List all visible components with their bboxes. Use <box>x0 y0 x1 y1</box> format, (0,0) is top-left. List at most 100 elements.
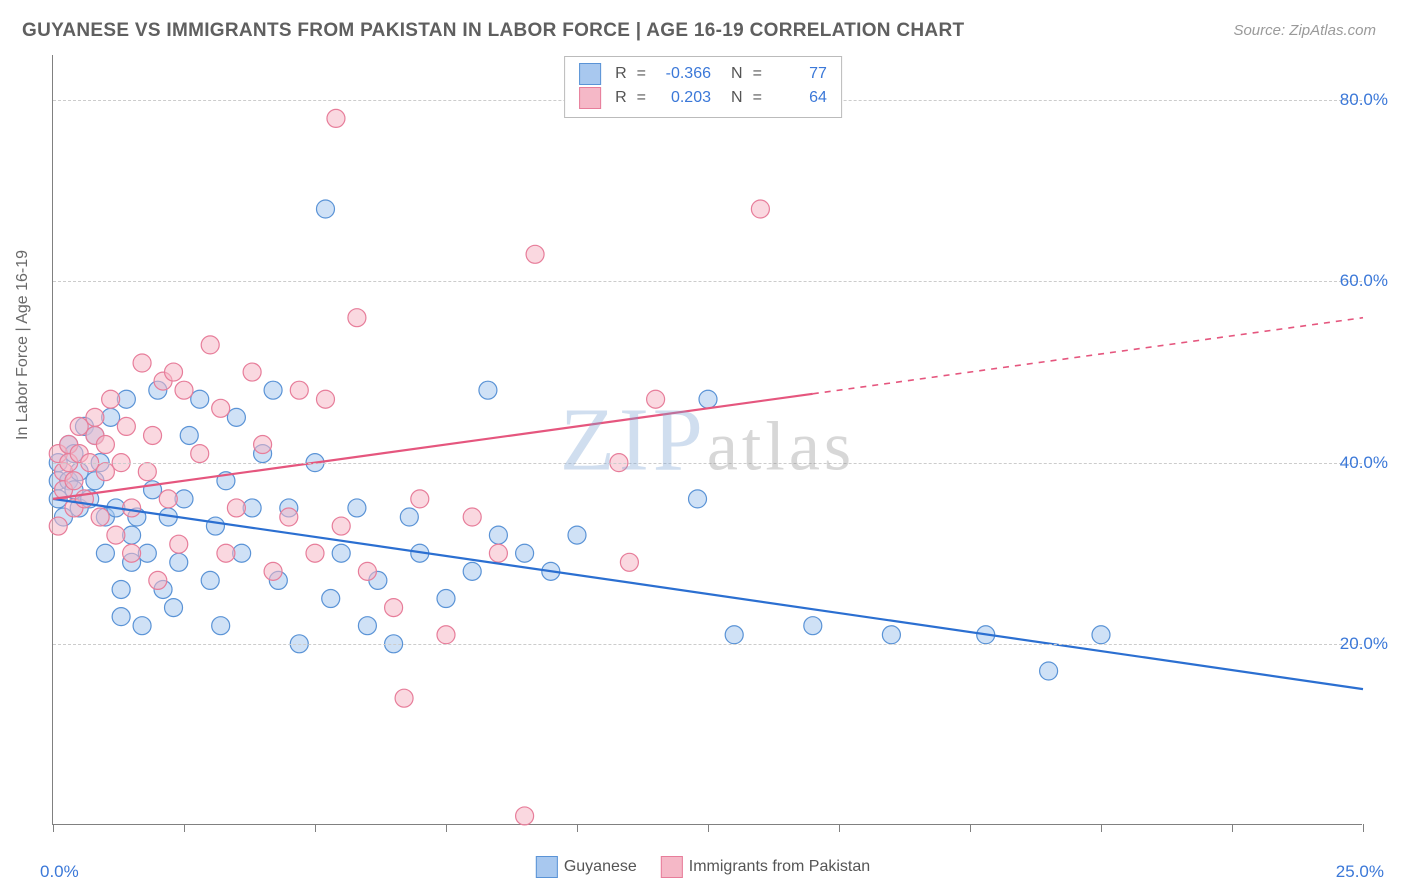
data-point <box>86 408 104 426</box>
data-point <box>332 517 350 535</box>
series-legend: GuyaneseImmigrants from Pakistan <box>536 856 870 878</box>
legend-swatch <box>661 856 683 878</box>
regression-line <box>53 499 1363 689</box>
data-point <box>516 544 534 562</box>
data-point <box>411 490 429 508</box>
legend-row: R = -0.366 N = 77 <box>579 63 827 85</box>
equals: = <box>637 89 646 107</box>
data-point <box>175 381 193 399</box>
legend-swatch <box>579 87 601 109</box>
data-point <box>348 309 366 327</box>
y-tick-label: 20.0% <box>1340 634 1388 654</box>
legend-swatch <box>536 856 558 878</box>
equals: = <box>637 65 646 83</box>
data-point <box>463 508 481 526</box>
data-point <box>437 626 455 644</box>
legend-row: R=0.203N=64 <box>579 87 827 109</box>
data-point <box>49 517 67 535</box>
data-point <box>133 617 151 635</box>
data-point <box>201 336 219 354</box>
data-point <box>117 417 135 435</box>
data-point <box>212 399 230 417</box>
x-tick <box>315 824 316 832</box>
data-point <box>882 626 900 644</box>
data-point <box>316 390 334 408</box>
data-point <box>191 445 209 463</box>
data-point <box>526 245 544 263</box>
data-point <box>254 436 272 454</box>
data-point <box>489 544 507 562</box>
data-point <box>689 490 707 508</box>
x-axis-end-label: 25.0% <box>1336 862 1384 882</box>
data-point <box>201 571 219 589</box>
y-tick-label: 40.0% <box>1340 453 1388 473</box>
data-point <box>112 580 130 598</box>
equals: = <box>753 65 762 83</box>
data-point <box>1092 626 1110 644</box>
data-point <box>138 463 156 481</box>
data-point <box>264 562 282 580</box>
data-point <box>170 553 188 571</box>
r-value: 0.203 <box>656 89 711 107</box>
x-tick <box>1101 824 1102 832</box>
y-axis-label: In Labor Force | Age 16-19 <box>14 250 32 440</box>
data-point <box>70 417 88 435</box>
data-point <box>96 463 114 481</box>
data-point <box>751 200 769 218</box>
grid-line <box>53 281 1362 282</box>
data-point <box>327 109 345 127</box>
plot-area: ZIPatlas <box>52 55 1362 825</box>
x-tick <box>970 824 971 832</box>
regression-line <box>53 394 813 499</box>
data-point <box>217 544 235 562</box>
data-point <box>227 408 245 426</box>
n-value: 77 <box>772 65 827 83</box>
data-point <box>96 544 114 562</box>
y-tick-label: 60.0% <box>1340 271 1388 291</box>
grid-line <box>53 463 1362 464</box>
data-point <box>112 608 130 626</box>
x-tick <box>708 824 709 832</box>
data-point <box>123 544 141 562</box>
chart-title: GUYANESE VS IMMIGRANTS FROM PAKISTAN IN … <box>22 20 964 42</box>
data-point <box>332 544 350 562</box>
data-point <box>437 590 455 608</box>
x-tick <box>1363 824 1364 832</box>
x-tick <box>446 824 447 832</box>
data-point <box>144 426 162 444</box>
x-tick <box>839 824 840 832</box>
data-point <box>96 436 114 454</box>
r-label: R <box>615 65 627 83</box>
data-point <box>400 508 418 526</box>
data-point <box>316 200 334 218</box>
n-label: N <box>731 65 743 83</box>
grid-line <box>53 644 1362 645</box>
data-point <box>516 807 534 825</box>
chart-svg <box>53 55 1362 824</box>
data-point <box>395 689 413 707</box>
data-point <box>463 562 481 580</box>
correlation-legend: R = -0.366 N = 77R = 0.203 N = 64 <box>564 56 842 118</box>
data-point <box>65 472 83 490</box>
n-label: N <box>731 89 743 107</box>
data-point <box>280 508 298 526</box>
data-point <box>290 381 308 399</box>
data-point <box>123 499 141 517</box>
data-point <box>102 390 120 408</box>
data-point <box>165 599 183 617</box>
n-value: 64 <box>772 89 827 107</box>
data-point <box>620 553 638 571</box>
r-value: -0.366 <box>656 65 711 83</box>
data-point <box>180 426 198 444</box>
legend-item: Immigrants from Pakistan <box>661 856 870 878</box>
data-point <box>149 571 167 589</box>
data-point <box>479 381 497 399</box>
data-point <box>568 526 586 544</box>
data-point <box>804 617 822 635</box>
data-point <box>264 381 282 399</box>
equals: = <box>753 89 762 107</box>
data-point <box>1040 662 1058 680</box>
data-point <box>725 626 743 644</box>
data-point <box>322 590 340 608</box>
data-point <box>107 526 125 544</box>
